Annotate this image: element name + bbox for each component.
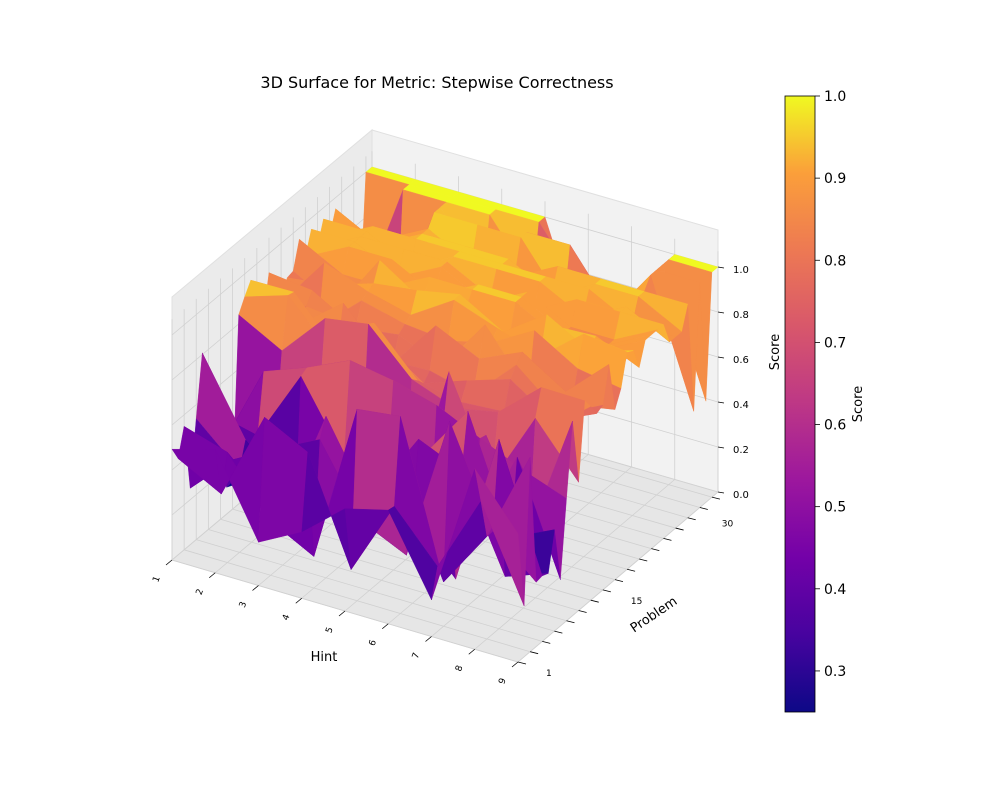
- z-tick-mark: [717, 266, 725, 269]
- y-tick-mark: [602, 589, 611, 593]
- y-tick-mark: [699, 507, 708, 510]
- z-tick-mark: [717, 356, 725, 359]
- x-tick-mark: [208, 572, 216, 579]
- z-tick-label: 0.8: [733, 310, 749, 321]
- x-tick-mark: [295, 597, 303, 604]
- y-tick-mark: [614, 579, 624, 582]
- y-tick-mark: [566, 620, 575, 624]
- x-tick-label: 9: [497, 677, 508, 686]
- surface-patch: [474, 468, 525, 606]
- z-tick-label: 0.0: [733, 490, 749, 501]
- y-axis: 1 15 30: [517, 496, 734, 679]
- y-tick-mark: [639, 558, 648, 562]
- x-tick-mark: [165, 559, 173, 566]
- z-tick-label: 0.6: [733, 355, 749, 366]
- x-tick-label: 8: [454, 664, 465, 673]
- y-tick-mark: [590, 599, 599, 603]
- colorbar: 0.3 0.4 0.5 0.6 0.7 0.8 0.9 1.0 Score: [784, 89, 866, 713]
- y-tick-mark: [687, 517, 696, 521]
- colorbar-tick-label: 1.0: [824, 89, 846, 105]
- surface-plot: [171, 166, 719, 606]
- z-axis: 0.0 0.2 0.4 0.6 0.8 1.0: [717, 265, 749, 501]
- x-tick-mark: [381, 623, 389, 630]
- x-tick-mark: [425, 636, 432, 642]
- floor-grid-line: [517, 491, 719, 663]
- z-tick-label: 1.0: [733, 265, 749, 276]
- y-tick-mark: [675, 527, 684, 531]
- colorbar-tick-label: 0.8: [824, 253, 846, 269]
- colorbar-gradient: [784, 95, 816, 713]
- floor-grid-line: [196, 539, 543, 642]
- colorbar-tick-label: 0.3: [824, 664, 846, 680]
- y-tick-label: 30: [722, 520, 734, 530]
- z-tick-mark: [717, 311, 725, 314]
- x-tick-mark: [511, 661, 519, 668]
- y-tick-mark: [530, 651, 539, 655]
- y-tick-label: 1: [546, 669, 552, 679]
- x-tick-label: 3: [238, 600, 249, 609]
- z-tick-mark: [717, 401, 725, 404]
- colorbar-ticks: 0.3 0.4 0.5 0.6 0.7 0.8 0.9 1.0: [815, 89, 846, 680]
- y-tick-mark: [651, 548, 660, 552]
- colorbar-tick-label: 0.4: [824, 582, 846, 598]
- x-tick-label: 2: [195, 588, 206, 597]
- y-tick-mark: [711, 496, 721, 500]
- colorbar-tick-label: 0.6: [824, 418, 846, 434]
- y-tick-label: 15: [631, 597, 642, 607]
- x-tick-mark: [252, 585, 259, 591]
- x-axis-label: Hint: [311, 650, 338, 665]
- x-tick-label: 6: [368, 638, 379, 647]
- colorbar-tick-label: 0.7: [824, 335, 846, 351]
- x-tick-mark: [468, 648, 476, 655]
- floor-grid-line: [474, 479, 676, 650]
- x-tick-mark: [338, 610, 346, 617]
- x-axis: 1 2 3 4 5 6 7 8 9: [151, 559, 519, 686]
- z-tick-label: 0.2: [733, 445, 749, 456]
- z-tick-mark: [717, 446, 725, 449]
- floor-grid-line: [184, 549, 531, 653]
- y-tick-mark: [626, 568, 636, 572]
- z-tick-mark: [717, 491, 725, 494]
- x-tick-label: 7: [411, 651, 422, 660]
- x-tick-label: 5: [324, 626, 335, 635]
- x-tick-label: 4: [281, 613, 292, 622]
- y-tick-mark: [542, 641, 551, 644]
- floor-grid-line: [208, 529, 555, 632]
- y-tick-mark: [517, 661, 527, 665]
- z-axis-label: Score: [768, 334, 783, 370]
- colorbar-label: Score: [851, 386, 866, 422]
- x-tick-label: 1: [151, 575, 162, 584]
- colorbar-tick-label: 0.5: [824, 500, 846, 516]
- y-tick-mark: [578, 610, 587, 613]
- z-tick-label: 0.4: [733, 400, 749, 411]
- colorbar-tick-label: 0.9: [824, 171, 846, 187]
- y-tick-mark: [554, 630, 563, 634]
- y-tick-mark: [663, 537, 672, 541]
- chart-title: 3D Surface for Metric: Stepwise Correctn…: [260, 73, 613, 92]
- side-z-grid-line: [171, 166, 373, 336]
